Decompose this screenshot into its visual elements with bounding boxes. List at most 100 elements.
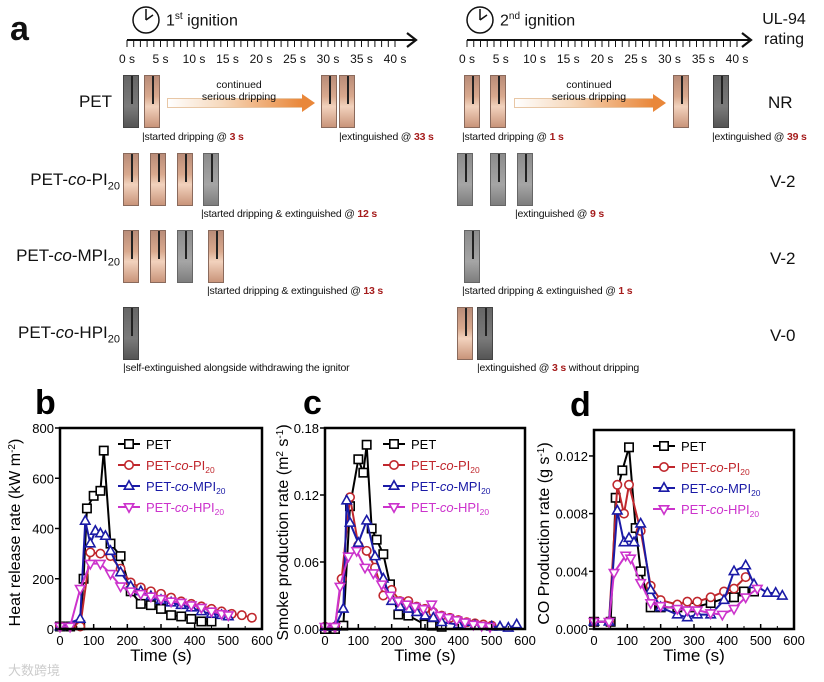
y-tick-label: 0.000 [555, 622, 588, 637]
data-point [393, 609, 404, 620]
data-point [99, 529, 112, 541]
timeline-2-title: 2nd ignition [500, 11, 576, 30]
data-point [657, 504, 671, 516]
data-point [352, 536, 365, 548]
timeline-tick-label: 0 s [458, 52, 476, 66]
row-label-pet-co-hpi20: PET-co-HPI20 [17, 323, 120, 346]
timeline-1-axis [126, 32, 418, 48]
x-tick-label: 500 [481, 633, 503, 648]
burning-sample-photo [123, 307, 139, 360]
data-point [400, 600, 413, 612]
series-line [594, 554, 758, 623]
y-axis-title: Smoke production rate (m2 s-1) [275, 424, 293, 640]
data-point [134, 589, 147, 601]
data-point [156, 603, 167, 614]
legend-label: PET-co-PI20 [146, 458, 215, 475]
data-point [166, 610, 177, 621]
series [587, 503, 789, 626]
row-label-pet-co-mpi20: PET-co-MPI20 [16, 246, 120, 269]
burning-sample-photo [123, 230, 139, 283]
burning-sample-photo [150, 153, 166, 206]
y-tick-label: 600 [32, 471, 54, 486]
annotation: |started dripping @ 3 s [142, 131, 244, 143]
data-point [79, 514, 92, 525]
burning-sample-photo [477, 307, 493, 360]
data-point [95, 548, 106, 559]
data-point [340, 493, 353, 505]
burning-sample-photo [490, 75, 506, 128]
burning-sample-photo [203, 153, 219, 206]
legend-entry: PET [118, 437, 171, 452]
annotation: |extinguished @ 9 s [515, 208, 604, 220]
data-point [634, 578, 647, 590]
timeline-tick-label: 25 s [624, 52, 648, 66]
data-point [353, 454, 364, 465]
data-point [654, 601, 667, 613]
timeline-2-axis [466, 32, 753, 48]
data-point [388, 438, 399, 449]
rating-pet-co-mpi20: V-2 [770, 249, 796, 268]
legend-label: PET-co-PI20 [411, 458, 480, 475]
data-point [95, 485, 106, 496]
burning-sample-photo [457, 153, 473, 206]
clock-icon [466, 6, 494, 34]
data-point [333, 582, 347, 594]
data-point [98, 445, 109, 456]
timeline-tick-label: 20 s [590, 52, 614, 66]
data-point [388, 459, 399, 470]
legend-entry: PET-co-MPI20 [383, 479, 491, 496]
data-point [368, 549, 382, 561]
x-tick-label: 500 [750, 633, 772, 648]
x-tick-label: 300 [414, 633, 436, 648]
row-label-pet: PET [78, 92, 112, 111]
x-axis-title: Time (s) [663, 646, 725, 665]
data-point [124, 438, 135, 449]
data-point [175, 598, 188, 610]
burning-sample-photo [177, 153, 193, 206]
burning-sample-photo [464, 230, 480, 283]
timeline-tick-label: 0 s [118, 52, 136, 66]
data-point [185, 601, 198, 612]
data-point [681, 606, 694, 618]
y-tick-label: 0 [47, 622, 54, 637]
burning-sample-photo [339, 75, 355, 128]
y-tick-label: 200 [32, 572, 54, 587]
legend-label: PET-co-MPI20 [681, 481, 761, 498]
data-point [634, 516, 647, 528]
data-point [682, 596, 693, 607]
row-label-pet-co-pi20: PET-co-PI20 [30, 170, 120, 193]
legend-label: PET-co-HPI20 [681, 502, 759, 519]
annotation: |extinguished @ 39 s [712, 131, 807, 143]
chart-d: d 0 100 200 300 400 500 600 0.000 0.004 0.008 0.012… [536, 386, 805, 665]
data-point [658, 440, 669, 451]
legend-label: PET-co-HPI20 [411, 500, 489, 517]
timeline-tick-label: 10 s [523, 52, 546, 66]
timeline-1-title: 1st ignition [166, 11, 238, 30]
x-tick-label: 0 [321, 633, 328, 648]
legend-label: PET [146, 437, 171, 452]
data-point [658, 461, 669, 472]
y-tick-label: 0.12 [294, 488, 319, 503]
dripping-note: continued serious dripping [551, 79, 627, 103]
timeline-tick-label: 15 s [216, 52, 239, 66]
data-point [122, 479, 136, 491]
panel-letter: c [303, 384, 322, 422]
y-tick-label: 0.18 [294, 421, 319, 436]
y-tick-label: 400 [32, 522, 54, 537]
legend-label: PET [411, 437, 436, 452]
data-point [761, 586, 774, 597]
data-point [728, 583, 739, 594]
y-axis-title: Heat release rate (kW m-2) [7, 439, 25, 627]
data-point [205, 607, 218, 619]
annotation: |started dripping & extinguished @ 13 s [207, 285, 384, 297]
annotation: |extinguished @ 33 s [339, 131, 434, 143]
data-point [769, 586, 782, 597]
rating-pet: NR [768, 93, 793, 112]
data-point [154, 594, 168, 606]
panel-letter-a: a [10, 10, 29, 48]
data-point [186, 613, 197, 624]
data-point [627, 535, 641, 547]
timeline-tick-label: 25 s [283, 52, 306, 66]
data-point [88, 490, 99, 501]
